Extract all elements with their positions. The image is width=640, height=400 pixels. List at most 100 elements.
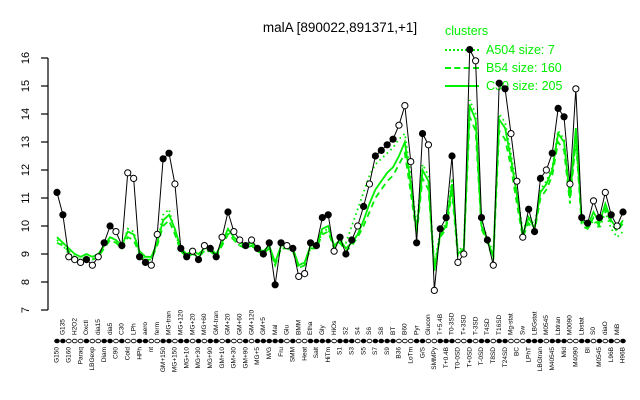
svg-text:S4: S4 (354, 327, 361, 335)
svg-text:G/S: G/S (419, 346, 426, 358)
svg-text:dia15: dia15 (95, 319, 102, 335)
svg-text:16: 16 (20, 52, 32, 64)
svg-text:S0: S0 (590, 327, 597, 335)
svg-text:14: 14 (20, 108, 32, 120)
svg-text:GM+120: GM+120 (248, 310, 255, 335)
svg-text:T+0SD: T+0SD (466, 347, 473, 368)
svg-text:S2: S2 (343, 327, 350, 335)
svg-text:HiOs: HiOs (331, 320, 338, 335)
svg-text:B36: B36 (396, 347, 403, 359)
svg-text:S9: S9 (384, 347, 391, 355)
svg-text:BC: BC (514, 347, 521, 356)
svg-text:LBGexp: LBGexp (89, 347, 96, 371)
svg-text:T24SD: T24SD (502, 347, 509, 368)
svg-text:12: 12 (20, 164, 32, 176)
svg-text:Pyr: Pyr (413, 324, 420, 335)
legend-entry-label: B54 size: 160 (486, 61, 562, 75)
svg-text:M0545: M0545 (543, 315, 550, 335)
svg-text:MiB: MiB (614, 324, 621, 335)
svg-text:SMMPy: SMMPy (431, 346, 438, 370)
svg-text:Sw: Sw (519, 326, 526, 335)
svg-text:L96B: L96B (608, 347, 615, 362)
svg-text:T-0SD: T-0SD (478, 347, 485, 366)
svg-text:M0545: M0545 (596, 347, 603, 367)
svg-text:LPhT: LPhT (525, 347, 532, 363)
svg-text:Glucon: Glucon (425, 314, 432, 335)
svg-text:Mid: Mid (561, 347, 568, 358)
svg-text:diaO: diaO (602, 321, 609, 335)
legend-title: clusters (445, 24, 489, 38)
svg-text:S7: S7 (372, 347, 379, 355)
svg-text:M0090: M0090 (567, 315, 574, 335)
svg-text:Glu: Glu (284, 325, 291, 336)
svg-text:SMM: SMM (290, 347, 297, 362)
svg-text:MG+10: MG+10 (183, 347, 190, 369)
svg-text:T-3SD: T-3SD (472, 316, 479, 335)
svg-text:BMM: BMM (295, 320, 302, 335)
svg-text:15: 15 (20, 80, 32, 92)
svg-text:B60: B60 (402, 323, 409, 335)
svg-text:Fru: Fru (278, 347, 285, 357)
svg-text:G160: G160 (66, 347, 73, 363)
dotted-line-icon (445, 49, 479, 51)
svg-text:nt: nt (148, 347, 155, 353)
svg-text:MG+150: MG+150 (172, 347, 179, 372)
svg-text:10: 10 (20, 220, 32, 232)
svg-text:BI: BI (584, 347, 591, 353)
svg-text:MG+90: MG+90 (207, 347, 214, 369)
svg-text:LBGstat: LBGstat (531, 311, 538, 335)
svg-text:GM+150: GM+150 (160, 347, 167, 372)
svg-text:GM+5: GM+5 (260, 317, 267, 335)
svg-text:Mg-stat: Mg-stat (508, 313, 515, 335)
svg-text:M4090: M4090 (573, 347, 580, 367)
svg-text:GM+10: GM+10 (219, 347, 226, 369)
svg-text:MG-tran: MG-tran (166, 311, 173, 335)
svg-text:C30: C30 (119, 323, 126, 335)
svg-text:M40545: M40545 (549, 347, 556, 371)
svg-text:Oxctl: Oxctl (83, 320, 90, 335)
svg-text:dia5: dia5 (107, 322, 114, 335)
svg-text:G150: G150 (54, 347, 61, 363)
svg-text:H2O2: H2O2 (71, 318, 78, 335)
svg-text:GM-tran: GM-tran (213, 311, 220, 335)
svg-text:MG+30: MG+30 (195, 347, 202, 369)
svg-text:T0-0SD: T0-0SD (455, 347, 462, 370)
legend-entry-a504: A504 size: 7 (445, 41, 562, 59)
svg-text:MG+5: MG+5 (254, 347, 261, 365)
svg-text:aero: aero (142, 322, 149, 335)
svg-text:T+5.4B: T+5.4B (437, 314, 444, 335)
svg-text:Salt: Salt (313, 347, 320, 358)
svg-text:8: 8 (20, 279, 32, 285)
svg-text:Lbtran: Lbtran (555, 316, 562, 335)
svg-text:MG+120: MG+120 (178, 310, 185, 335)
svg-text:T16SD: T16SD (496, 314, 503, 335)
svg-text:Diam: Diam (101, 347, 108, 362)
svg-text:MG+60: MG+60 (201, 313, 208, 335)
svg-text:LPh: LPh (130, 323, 137, 335)
svg-text:S8: S8 (378, 327, 385, 335)
svg-text:Cold: Cold (124, 347, 131, 361)
svg-text:M/G: M/G (266, 347, 273, 359)
svg-text:LBGtran: LBGtran (537, 347, 544, 372)
svg-text:Gly: Gly (319, 325, 326, 336)
svg-text:GM+60: GM+60 (236, 313, 243, 335)
svg-text:T0-3SD: T0-3SD (449, 312, 456, 335)
svg-text:9: 9 (20, 251, 32, 257)
svg-text:Paraq: Paraq (77, 347, 84, 365)
svg-text:T8SD: T8SD (490, 347, 497, 364)
svg-text:LoTm: LoTm (407, 347, 414, 364)
svg-text:S3: S3 (349, 347, 356, 355)
svg-text:T+3SD: T+3SD (461, 314, 468, 335)
svg-text:11: 11 (20, 192, 32, 203)
svg-text:Heat: Heat (301, 347, 308, 361)
svg-text:HPh: HPh (136, 347, 143, 360)
solid-line-icon (445, 85, 479, 87)
svg-text:T4SD: T4SD (484, 318, 491, 335)
svg-text:Etha: Etha (307, 321, 314, 335)
svg-text:13: 13 (20, 136, 32, 148)
svg-text:S5: S5 (360, 347, 367, 355)
legend-entry-label: A504 size: 7 (486, 43, 555, 57)
svg-text:Mal: Mal (272, 324, 279, 335)
